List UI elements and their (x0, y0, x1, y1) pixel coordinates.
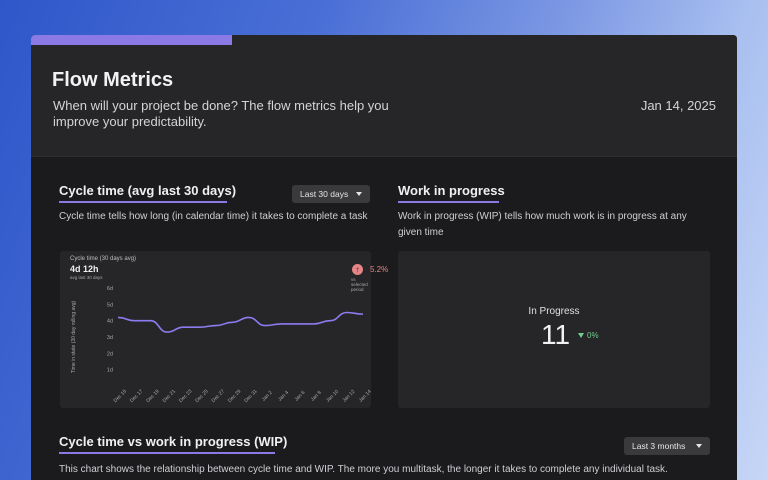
x-tick-label: Jan 8 (310, 390, 323, 403)
x-tick-label: Dec 21 (162, 388, 178, 404)
wip-title: Work in progress (398, 183, 505, 198)
data-point (149, 319, 152, 322)
x-tick-label: Dec 19 (145, 388, 161, 404)
data-point (231, 321, 234, 324)
cycle-time-description: Cycle time tells how long (in calendar t… (59, 211, 368, 222)
wip-trend-value: 0% (587, 331, 599, 340)
page-header: Flow Metrics When will your project be d… (31, 35, 737, 157)
cycle-vs-wip-period-label: Last 3 months (632, 441, 686, 451)
x-tick-label: Dec 27 (211, 388, 227, 404)
data-point (166, 331, 169, 334)
data-point (313, 322, 316, 325)
x-tick-label: Dec 25 (194, 388, 210, 404)
cycle-time-trend-sub: vs selected period (351, 277, 368, 292)
triangle-down-icon (578, 333, 584, 338)
data-point (345, 311, 348, 314)
data-point (117, 316, 120, 319)
x-tick-label: Dec 31 (243, 388, 259, 404)
x-tick-label: Dec 23 (178, 388, 194, 404)
cycle-time-chart-card: Cycle time (30 days avg) 4d 12h avg last… (60, 251, 388, 408)
y-tick-label: 3d (107, 335, 113, 341)
data-point (296, 322, 299, 325)
wip-value: 11 (541, 319, 571, 350)
cycle-time-title: Cycle time (avg last 30 days) (59, 183, 237, 198)
cycle-vs-wip-underline (59, 452, 275, 454)
chart-title: Cycle time (30 days avg) (70, 256, 137, 262)
x-tick-label: Jan 6 (294, 390, 307, 403)
accent-bar (31, 35, 232, 45)
cycle-vs-wip-title: Cycle time vs work in progress (WIP) (59, 434, 288, 449)
arrow-up-icon: ↑ (352, 264, 363, 275)
cycle-time-line-chart: Time in state (30 day rolling avg) 1d 2d 3d… (71, 286, 371, 404)
cycle-time-value-sub: avg last 30 days (70, 275, 103, 280)
page-title: Flow Metrics (52, 69, 174, 91)
data-point (133, 319, 136, 322)
wip-label: In Progress (528, 306, 580, 317)
flow-metrics-window: Flow Metrics When will your project be d… (31, 35, 737, 480)
y-tick-label: 2d (107, 351, 113, 357)
cycle-time-period-dropdown[interactable]: Last 30 days (292, 185, 370, 203)
y-tick-label: 1d (107, 368, 113, 374)
cycle-time-series-line (117, 311, 364, 333)
y-axis-label: Time in state (30 day rolling avg) (71, 300, 77, 373)
y-tick-label: 4d (107, 319, 113, 325)
cycle-vs-wip-period-dropdown[interactable]: Last 3 months (624, 437, 710, 455)
y-tick-label: 6d (107, 286, 113, 292)
data-point (247, 316, 250, 319)
chevron-down-icon (356, 192, 362, 196)
cycle-time-value: 4d 12h (70, 264, 99, 274)
data-point (264, 324, 267, 327)
x-tick-label: Jan 14 (358, 389, 371, 404)
x-tick-label: Jan 10 (325, 389, 340, 404)
wip-description: Work in progress (WIP) tells how much wo… (398, 211, 687, 238)
data-point (280, 322, 283, 325)
x-tick-label: Jan 2 (261, 390, 274, 403)
cycle-time-period-label: Last 30 days (300, 189, 349, 199)
data-point (329, 319, 332, 322)
x-tick-label: Jan 12 (342, 389, 357, 404)
wip-trend: 0% (578, 331, 599, 340)
cycle-time-trend: 5.2% (370, 265, 389, 274)
page-subtitle: When will your project be done? The flow… (53, 98, 389, 129)
y-tick-label: 5d (107, 302, 113, 308)
cycle-time-underline (59, 201, 227, 203)
data-point (215, 324, 218, 327)
x-tick-label: Dec 17 (129, 388, 145, 404)
data-point (182, 326, 185, 329)
x-tick-label: Jan 4 (277, 390, 290, 403)
report-date: Jan 14, 2025 (640, 98, 716, 113)
x-tick-label: Dec 15 (113, 388, 129, 404)
x-tick-label: Dec 29 (227, 388, 243, 404)
chevron-down-icon (696, 444, 702, 448)
data-point (198, 326, 201, 329)
wip-underline (398, 201, 499, 203)
data-point (362, 313, 365, 316)
wip-card: In Progress 11 0% (398, 251, 710, 408)
cycle-vs-wip-description: This chart shows the relationship betwee… (59, 464, 668, 475)
